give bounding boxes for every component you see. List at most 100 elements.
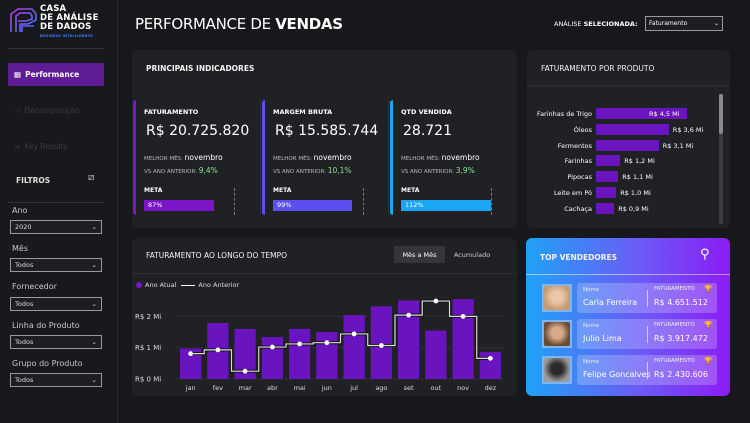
meta-label: META — [273, 187, 292, 194]
filter-value: Todos — [15, 376, 34, 384]
divider — [8, 48, 104, 49]
name-label: Nome — [583, 359, 600, 365]
product-bar — [596, 171, 619, 183]
best-label: MELHOR MÊS: — [273, 156, 312, 162]
product-label: Fermentos — [557, 141, 592, 150]
x-tick-label: mai — [294, 384, 306, 392]
clear-filters-icon[interactable]: ⧄ — [88, 172, 95, 183]
nav-label: Decomposição — [24, 106, 80, 115]
kpi-label: QTD VENDIDA — [401, 108, 452, 116]
seller-row[interactable]: Nome Julio Lima FATURAMENTO R$ 3.917.472… — [542, 319, 717, 349]
analysis-select[interactable]: Faturamento ⌄ — [645, 16, 723, 31]
seller-card: Nome Carla Ferreira FATURAMENTO R$ 4.651… — [577, 283, 717, 313]
divider — [388, 100, 389, 215]
seller-avatar — [542, 284, 572, 312]
brand-line2: DE ANÁLISE — [40, 13, 99, 23]
seller-row[interactable]: Nome Carla Ferreira FATURAMENTO R$ 4.651… — [542, 283, 717, 313]
page-title: PERFORMANCE DE VENDAS — [135, 15, 343, 33]
point-ano-anterior — [460, 314, 466, 319]
sidebar: CASA DE ANÁLISE DE DADOS BUSINESS INTELL… — [0, 0, 118, 423]
y-tick-label: R$ 2 Mi — [135, 313, 161, 321]
scrollbar-thumb[interactable] — [719, 94, 723, 134]
x-tick-label: jan — [185, 384, 196, 392]
trophy-icon: 🏆 — [704, 321, 713, 329]
filter-label-linha: Linha do Produto — [12, 321, 80, 330]
legend-swatch-ano-anterior — [181, 284, 196, 286]
top-sellers-title: TOP VENDEDORES — [540, 253, 618, 262]
filter-label-fornecedor: Fornecedor — [12, 282, 57, 291]
filter-mes-select[interactable]: Todos ⌄ — [10, 258, 102, 272]
bar-ano-atual — [261, 337, 284, 379]
divider — [526, 274, 730, 275]
kpi-card: QTD VENDIDA 28.721 MELHOR MÊS: novembro … — [390, 100, 508, 215]
line-ano-anterior — [190, 300, 491, 372]
bar-ano-atual — [370, 306, 393, 379]
chevron-down-icon: ⌄ — [91, 300, 97, 308]
best-value: novembro — [441, 153, 480, 162]
product-bar — [596, 108, 687, 119]
meta-progress-bar: 112% — [401, 200, 491, 211]
meta-label: META — [144, 187, 163, 194]
bar-ano-atual — [179, 348, 202, 379]
x-tick-label: ago — [375, 384, 387, 392]
product-row[interactable]: Óleos R$ 3,6 Mi — [527, 123, 717, 136]
seller-row[interactable]: Nome Felipe Goncalves FATURAMENTO R$ 2.4… — [542, 355, 717, 385]
scrollbar-track[interactable] — [719, 94, 723, 224]
revenue-label: FATURAMENTO — [654, 322, 695, 328]
bar-ano-atual — [452, 299, 474, 379]
filter-value: Todos — [15, 338, 34, 346]
top-sellers-panel: TOP VENDEDORES ⚲ Nome Carla Ferreira FAT… — [526, 238, 730, 396]
nav-label: Performance — [25, 70, 80, 79]
product-row[interactable]: Leite em Pó R$ 1,0 Mi — [527, 187, 717, 199]
name-label: Nome — [583, 287, 600, 293]
nav-performance[interactable]: ▦ Performance — [8, 63, 104, 86]
seller-revenue: R$ 4.651.512 — [654, 298, 708, 307]
chevron-down-icon: ⌄ — [91, 376, 97, 384]
filter-label-ano: Ano — [12, 206, 28, 215]
filter-linha-select[interactable]: Todos ⌄ — [10, 335, 102, 349]
legend-ano-atual: Ano Atual — [145, 281, 177, 289]
nav-key-results[interactable]: ⋖ Key Results — [8, 135, 104, 158]
toggle-acumulado[interactable]: Acumulado — [453, 250, 491, 259]
logo-icon — [10, 8, 37, 32]
trophy-icon: 🏆 — [704, 285, 713, 293]
product-row[interactable]: Pipocas R$ 1,1 Mi — [527, 171, 717, 183]
kpi-label: MARGEM BRUTA — [273, 108, 333, 116]
brand-name: CASA DE ANÁLISE DE DADOS BUSINESS INTELL… — [40, 5, 99, 41]
kpi-value: 28.721 — [403, 123, 452, 139]
kpi-best-month: MELHOR MÊS: novembro — [144, 153, 223, 162]
tree-icon: ⊣ — [14, 106, 21, 115]
point-ano-anterior — [297, 341, 303, 347]
seller-name: Julio Lima — [583, 334, 622, 343]
y-tick-label: R$ 0 Mi — [135, 376, 161, 384]
product-row[interactable]: Fermentos R$ 3,1 Mi — [527, 139, 717, 152]
grid-icon: ▦ — [14, 70, 22, 79]
bar-ano-atual — [288, 328, 311, 379]
best-value: novembro — [184, 153, 223, 162]
x-tick-label: set — [404, 384, 414, 392]
kpi-card: FATURAMENTO R$ 20.725.820 MELHOR MÊS: no… — [133, 100, 251, 215]
kpi-label: FATURAMENTO — [144, 108, 199, 116]
product-value: R$ 3,1 Mi — [662, 141, 694, 150]
product-row[interactable]: Cachaça R$ 0,9 Mi — [527, 202, 717, 215]
seller-revenue: R$ 2.430.606 — [654, 370, 708, 379]
product-row[interactable]: Farinhas R$ 1,2 Mi — [527, 155, 717, 167]
nav-decomposicao[interactable]: ⊣ Decomposição — [8, 99, 104, 122]
filter-ano-select[interactable]: 2020 ⌄ — [10, 220, 102, 234]
x-tick-label: out — [431, 384, 442, 392]
search-icon[interactable]: ⚲ — [700, 247, 710, 262]
toggle-mes-a-mes[interactable]: Mês a Mês — [394, 246, 445, 263]
product-row[interactable]: Farinhas de Trigo R$ 4,5 Mi — [527, 108, 717, 120]
filter-fornecedor-select[interactable]: Todos ⌄ — [10, 297, 102, 311]
product-bar — [596, 187, 617, 198]
share-icon: ⋖ — [14, 142, 21, 151]
product-label: Pipocas — [567, 173, 592, 182]
chevron-down-icon: ⌄ — [91, 223, 97, 231]
bar-ano-atual — [425, 330, 447, 379]
product-bar — [596, 155, 621, 167]
seller-name: Felipe Goncalves — [583, 370, 651, 379]
filter-value: 2020 — [15, 223, 32, 231]
brand-tagline: BUSINESS INTELLIGENCE — [40, 34, 93, 38]
kpi-vs-prev: VS ANO ANTERIOR: 9,4% — [144, 166, 218, 175]
filter-grupo-select[interactable]: Todos ⌄ — [10, 373, 102, 387]
